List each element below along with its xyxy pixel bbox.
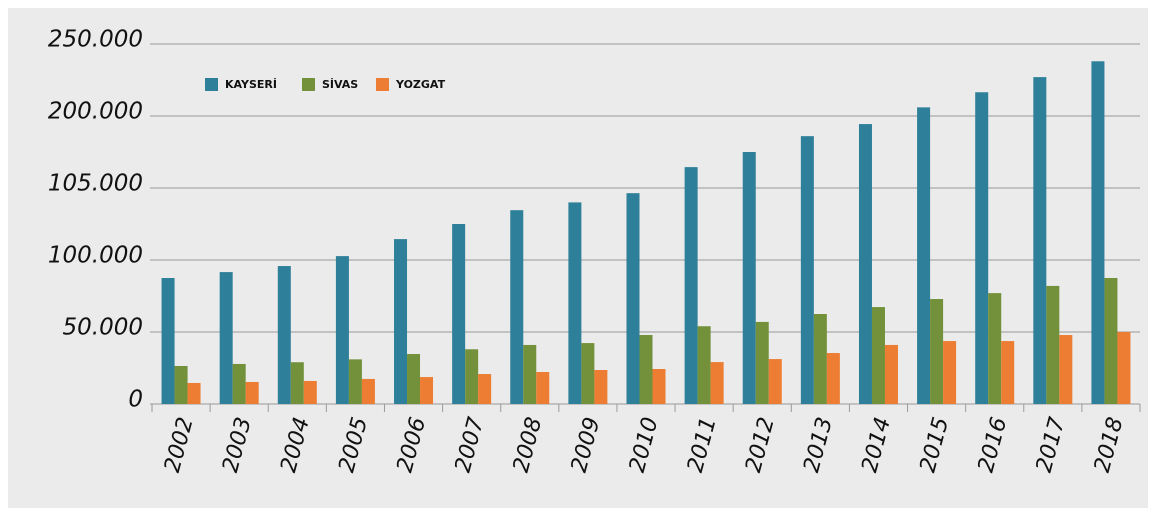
bar	[1091, 61, 1105, 404]
bar	[943, 341, 957, 404]
y-tick-label: 0	[128, 387, 143, 413]
bar	[768, 359, 782, 404]
bar	[245, 381, 259, 404]
bar	[975, 92, 989, 405]
bar	[1059, 335, 1073, 404]
bar	[988, 293, 1002, 404]
bar	[174, 365, 188, 404]
bar	[335, 256, 349, 404]
bar	[884, 344, 898, 404]
bar	[303, 380, 317, 404]
bar	[826, 353, 840, 404]
bar	[639, 335, 653, 404]
bar	[394, 239, 408, 404]
bar	[232, 363, 246, 404]
legend-label: SİVAS	[322, 77, 358, 91]
bar	[536, 372, 550, 404]
bar	[1033, 77, 1047, 405]
bar	[1046, 285, 1060, 404]
y-tick-label: 50.000	[63, 315, 143, 341]
bar	[568, 202, 582, 404]
bar	[813, 314, 827, 404]
bar	[407, 354, 421, 404]
bar	[581, 343, 595, 404]
bar	[684, 167, 698, 404]
bar	[1001, 341, 1015, 404]
y-tick-label: 105.000	[48, 171, 143, 197]
legend-swatch	[376, 78, 389, 91]
legend-swatch	[302, 78, 315, 91]
bar	[219, 272, 233, 404]
legend-label: YOZGAT	[395, 78, 446, 91]
bar	[626, 193, 640, 404]
bar	[800, 136, 814, 404]
bar	[465, 349, 479, 404]
bar	[755, 321, 769, 404]
bar	[348, 359, 362, 404]
bar	[161, 278, 175, 404]
y-tick-label: 250.000	[48, 27, 143, 53]
bar	[871, 307, 885, 404]
legend-swatch	[205, 78, 218, 91]
bar	[858, 124, 872, 405]
bar	[710, 362, 724, 404]
bar	[277, 266, 291, 404]
legend-label: KAYSERİ	[225, 77, 277, 91]
bar	[478, 374, 492, 404]
bar	[917, 107, 931, 405]
bar	[510, 210, 524, 404]
bar	[652, 369, 666, 404]
y-tick-label: 100.000	[48, 243, 143, 269]
bar	[290, 362, 304, 404]
bar	[452, 224, 466, 404]
y-tick-label: 200.000	[48, 99, 143, 125]
bar	[594, 370, 608, 404]
bar	[742, 152, 756, 404]
bar	[187, 382, 201, 404]
bar	[1104, 278, 1118, 404]
bar	[361, 378, 375, 404]
bar	[523, 344, 537, 404]
bar	[420, 377, 434, 404]
bar	[1117, 332, 1131, 404]
bar	[930, 299, 944, 404]
bar	[697, 326, 711, 404]
